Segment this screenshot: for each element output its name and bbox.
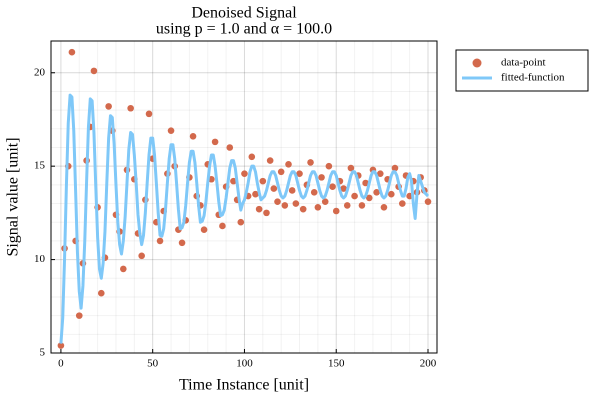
data-point [274,198,281,205]
data-point [399,200,406,207]
data-point [167,127,175,134]
y-tick-label: 5 [40,347,46,359]
data-point [226,144,234,151]
data-point [343,202,351,209]
data-point [241,170,248,177]
y-tick-label: 10 [34,253,46,265]
data-point [255,205,263,213]
data-point [296,170,303,177]
x-tick-label: 200 [420,358,437,370]
x-tick-label: 50 [147,358,159,370]
data-point [57,342,65,349]
data-point [318,174,325,181]
data-point [189,132,197,140]
data-point [347,164,355,172]
data-point [362,179,369,187]
data-point [68,48,76,56]
data-point [127,104,134,112]
data-point [75,312,83,319]
data-point [391,164,399,172]
data-point [156,237,164,245]
data-point [105,103,112,110]
data-point [211,138,219,146]
data-point [285,161,292,168]
data-point [292,200,300,207]
data-point [281,202,289,209]
legend-box [455,49,589,92]
data-point [424,198,432,205]
data-point [200,226,208,233]
y-tick-label: 15 [34,160,46,172]
legend-label: fitted-function [501,72,565,84]
data-point [288,187,296,194]
data-point [325,162,333,170]
data-point [314,203,322,211]
data-point [373,189,380,196]
data-point [380,203,388,211]
data-point [387,190,395,198]
data-point [270,185,278,192]
x-tick-label: 0 [58,358,64,370]
data-point [230,177,237,185]
data-point [307,159,314,166]
data-point [178,239,186,247]
data-point [97,289,105,297]
legend-marker [472,58,482,68]
data-point [358,202,366,209]
data-point [252,190,259,198]
data-point [248,153,256,161]
data-point [340,185,347,192]
data-point [263,209,270,217]
data-point [259,177,267,185]
x-axis-label: Time Instance [unit] [179,377,309,394]
data-point [219,222,226,230]
legend-label: data-point [501,57,546,69]
data-point [277,168,285,176]
data-point [332,207,340,215]
chart-title: Denoised Signal [191,5,297,22]
x-tick-label: 150 [328,358,345,370]
fitted-line [59,93,430,344]
data-point [299,205,307,213]
y-tick-label: 20 [34,66,46,78]
data-point [365,194,373,202]
x-tick-label: 100 [236,358,253,370]
data-point [266,157,274,164]
data-point [237,218,245,226]
data-point [310,189,318,196]
data-point [321,198,329,205]
data-point [376,170,384,177]
data-point [138,252,145,260]
data-point [90,67,98,75]
data-point [145,110,153,118]
data-point [329,183,336,191]
data-point [351,192,358,200]
plot-frame [50,40,438,354]
chart-subtitle: using p = 1.0 and α = 100.0 [156,21,332,38]
y-axis-label: Signal value [unit] [5,137,22,256]
data-point [120,265,127,273]
